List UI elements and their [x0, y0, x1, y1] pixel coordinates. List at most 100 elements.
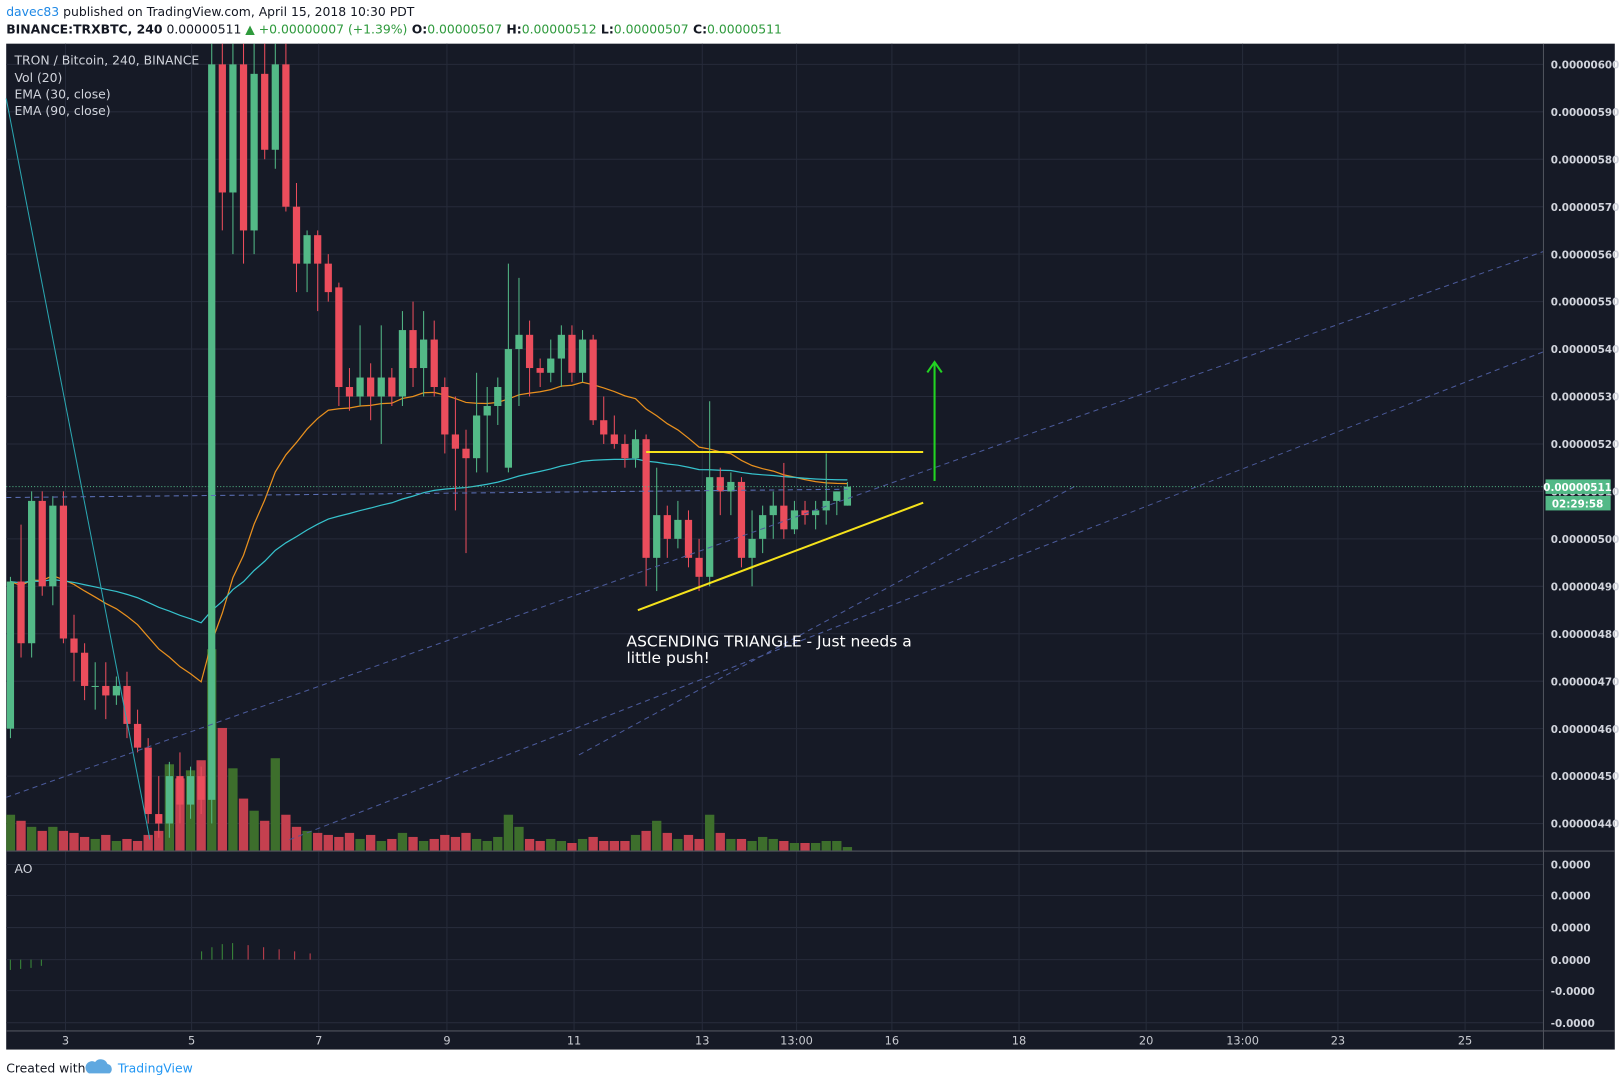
- volume-bar: [281, 814, 291, 852]
- candle-body: [706, 477, 714, 577]
- volume-bar: [577, 838, 588, 852]
- logo: [85, 1059, 112, 1074]
- candle-body: [229, 64, 237, 193]
- candle-body: [536, 368, 544, 373]
- dashed-line: [289, 351, 1544, 841]
- dashed-line: [6, 250, 1544, 798]
- candle-body: [133, 723, 142, 748]
- candle-body: [420, 339, 428, 369]
- candle-body: [759, 515, 767, 539]
- candle-body: [80, 652, 89, 686]
- volume-bar: [673, 838, 683, 852]
- volume-bar: [832, 840, 842, 852]
- candle-body: [610, 434, 618, 444]
- candle-body: [218, 64, 226, 193]
- volume-bar: [37, 830, 47, 852]
- y-tick-label: 0.00000440: [1551, 819, 1620, 831]
- candle-body: [748, 538, 756, 558]
- volume-bar: [429, 838, 439, 852]
- volume-bar: [376, 840, 386, 852]
- y-tick-label: 0.00000530: [1551, 392, 1620, 404]
- volume-bar: [387, 838, 397, 852]
- candle-body: [70, 638, 78, 653]
- author[interactable]: davec83: [6, 4, 59, 19]
- open-label: O:: [407, 21, 427, 36]
- price-box: [1545, 479, 1611, 494]
- y-tick-label: 0.00000500: [1551, 534, 1620, 546]
- symbol: BINANCE:TRXBTC, 240: [6, 21, 163, 36]
- volume-bar: [842, 847, 853, 852]
- ao-tick-label: 0.0000: [1551, 860, 1591, 872]
- volume-bar: [6, 814, 16, 852]
- high: 0.00000512: [522, 21, 597, 36]
- y-tick-label: 0.00000580: [1551, 154, 1620, 166]
- candle-body: [324, 263, 332, 293]
- ao-tick-label: -0.0000: [1551, 1018, 1595, 1030]
- volume-bar: [630, 834, 641, 852]
- volume-bar: [408, 836, 418, 852]
- x-tick-label: 3: [62, 1033, 69, 1047]
- volume-bar: [810, 842, 821, 852]
- candle-body: [695, 557, 703, 577]
- volume-bar: [366, 834, 376, 852]
- x-tick-label: 9: [443, 1033, 450, 1047]
- candle-body: [409, 330, 417, 369]
- dashed-line: [6, 488, 848, 499]
- candle-body: [737, 481, 746, 558]
- volume-bar: [461, 832, 471, 852]
- volume-bar: [450, 836, 461, 852]
- volume-bar: [683, 834, 694, 852]
- publish-line: davec83 published on TradingView.com, Ap…: [6, 4, 415, 19]
- candle-body: [271, 64, 279, 150]
- volume-bar: [609, 840, 619, 852]
- ao-tick-label: 0.0000: [1551, 923, 1591, 935]
- published: published on TradingView.com, April 15, …: [59, 4, 415, 19]
- candle-body: [451, 434, 460, 449]
- chart-title: TRON / Bitcoin, 240, BINANCE: [13, 52, 199, 67]
- x-tick-label: 20: [1139, 1033, 1153, 1047]
- candle-body: [494, 387, 502, 406]
- volume-bar: [546, 838, 556, 852]
- footer-text: Created with: [6, 1060, 85, 1075]
- indicator-line: [5, 98, 151, 840]
- volume-bar: [355, 838, 365, 852]
- candle-body: [600, 420, 608, 435]
- candle-body: [388, 377, 396, 397]
- candle-body: [112, 685, 121, 696]
- volume-bar: [228, 768, 238, 852]
- candle-body: [38, 500, 46, 587]
- high-label: H:: [502, 21, 522, 36]
- volume-bar: [302, 830, 312, 852]
- volume-bar: [397, 832, 408, 852]
- volume-bar: [217, 727, 227, 852]
- footer-brand[interactable]: TradingView: [117, 1060, 193, 1075]
- volume-bar: [747, 840, 757, 852]
- ema-line: [10, 381, 848, 683]
- candle-body: [250, 73, 258, 231]
- ao-title: AO: [14, 861, 32, 876]
- price-label: 0.00000511: [1543, 482, 1612, 494]
- candle-body: [843, 486, 852, 506]
- volume-bar: [143, 834, 153, 852]
- candle-body: [155, 814, 163, 824]
- annotation: ASCENDING TRIANGLE - Just needs a: [626, 632, 911, 650]
- volume-bar: [736, 838, 747, 852]
- candle-body: [367, 377, 375, 397]
- indicator-label: EMA (90, close): [14, 103, 110, 118]
- indicator-label: EMA (30, close): [14, 86, 110, 101]
- candle-body: [716, 477, 724, 492]
- volume-bar: [662, 832, 672, 852]
- close-label: C:: [689, 21, 707, 36]
- volume-bar: [418, 840, 429, 852]
- volume-bar: [122, 838, 132, 852]
- x-tick-label: 5: [188, 1033, 195, 1047]
- y-tick-label: 0.00000590: [1551, 107, 1620, 119]
- candle-body: [186, 776, 195, 805]
- candle-body: [525, 334, 534, 369]
- x-tick-label: 23: [1331, 1033, 1345, 1047]
- candle-body: [833, 491, 841, 501]
- volume-bar: [588, 836, 598, 852]
- last: 0.00000511: [163, 21, 246, 36]
- volume-bar: [313, 832, 323, 852]
